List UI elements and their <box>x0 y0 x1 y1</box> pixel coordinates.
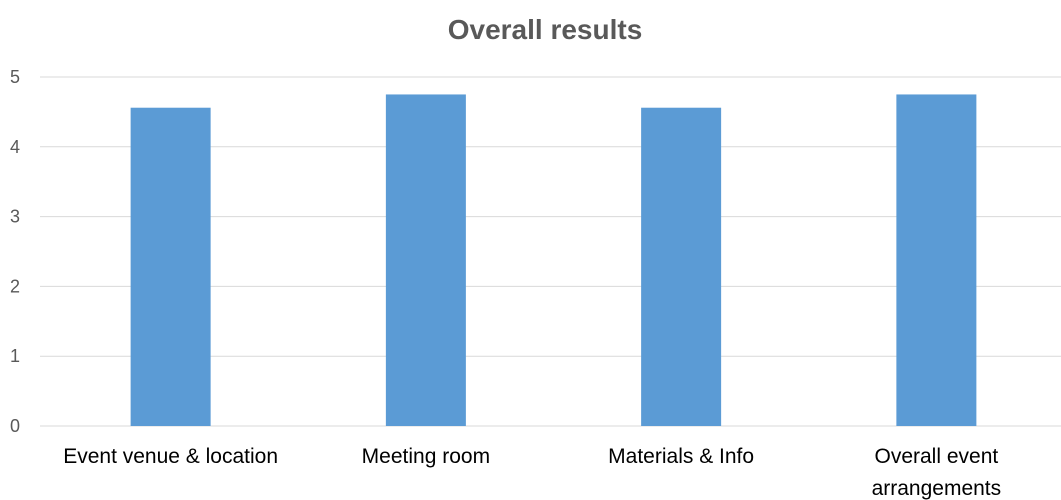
y-tick-label: 0 <box>10 416 20 436</box>
x-category-label: Event venue & location <box>63 445 278 468</box>
x-category-label-line: arrangements <box>872 477 1002 500</box>
chart-title: Overall results <box>447 14 643 45</box>
bar <box>641 107 722 426</box>
y-axis-ticks: 0 1 2 3 4 5 <box>10 67 20 436</box>
x-category-label: Meeting room <box>362 445 490 468</box>
x-category-label-line: Event venue & location <box>63 445 278 468</box>
bar <box>385 94 466 426</box>
y-tick-label: 5 <box>10 67 20 87</box>
x-axis-categories: Event venue & location Meeting room Materi… <box>63 445 1001 500</box>
x-category-label: Overall event arrangements <box>872 445 1002 500</box>
x-category-label-line: Meeting room <box>362 445 490 468</box>
x-category-label-line: Materials & Info <box>608 445 754 468</box>
y-tick-label: 3 <box>10 207 20 227</box>
y-tick-label: 2 <box>10 276 20 296</box>
x-category-label-line: Overall event <box>875 445 999 468</box>
y-tick-label: 1 <box>10 346 20 366</box>
bar <box>896 94 977 426</box>
x-category-label: Materials & Info <box>608 445 754 468</box>
bar <box>130 107 211 426</box>
y-tick-label: 4 <box>10 137 20 157</box>
bars <box>130 94 977 426</box>
